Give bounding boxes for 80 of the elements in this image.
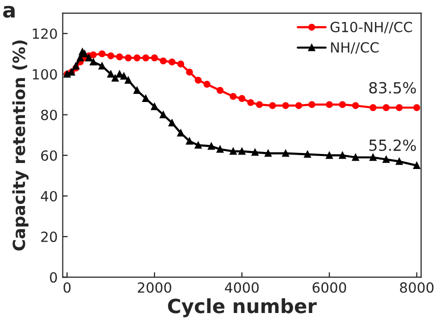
text: a: [3, 6, 15, 18]
point: [81, 50, 88, 58]
point: [338, 101, 346, 108]
x-tick-label: 2000: [138, 282, 172, 293]
point: [142, 95, 150, 102]
point: [304, 150, 311, 158]
legend-label: G10-NH//CC: [330, 22, 412, 34]
y-axis-title: Capacity retention (%): [12, 40, 29, 251]
point: [238, 95, 246, 102]
point: [282, 150, 290, 157]
point: [90, 51, 97, 58]
point: [326, 152, 333, 159]
point: [134, 54, 140, 62]
point: [186, 68, 193, 76]
point: [160, 111, 167, 118]
y-tick-label: 20: [41, 232, 57, 242]
point: [98, 50, 106, 58]
point: [151, 103, 158, 110]
point: [134, 86, 140, 94]
point: [216, 86, 224, 94]
point: [295, 102, 302, 110]
point: [396, 158, 403, 165]
point: [238, 148, 246, 155]
point: [124, 76, 132, 84]
point: [370, 154, 377, 161]
y-tick-label: 60: [41, 150, 57, 161]
point: [203, 80, 210, 88]
point: [208, 142, 215, 150]
point: [252, 148, 259, 156]
x-tick-label: 0: [64, 282, 71, 293]
point: [177, 130, 184, 136]
point: [124, 54, 132, 62]
point: [326, 101, 333, 108]
point: [396, 104, 403, 112]
x-tick-label: 8000: [400, 282, 434, 293]
point: [413, 104, 420, 112]
point: [230, 148, 237, 155]
y-tick-label: 40: [40, 190, 57, 202]
point: [107, 70, 114, 78]
point: [107, 52, 114, 60]
point: [230, 92, 237, 100]
point: [216, 146, 224, 153]
point: [269, 102, 276, 110]
point: [370, 104, 377, 112]
point: [160, 57, 167, 64]
point: [264, 150, 272, 157]
point: [168, 119, 176, 126]
x-tick-label: 4000: [224, 282, 259, 293]
point: [177, 60, 184, 68]
legend-label: NH//CC: [331, 42, 379, 54]
point: [151, 54, 158, 62]
point: [247, 99, 254, 106]
x-axis-title: Cycle number: [168, 298, 317, 318]
point: [142, 54, 150, 62]
point: [382, 104, 390, 112]
point: [186, 138, 193, 145]
point: [308, 101, 316, 108]
point: [112, 74, 119, 82]
point: [168, 58, 176, 66]
point: [413, 162, 420, 169]
point: [76, 54, 84, 62]
annotation: 55.2%: [369, 139, 416, 152]
point: [194, 76, 202, 84]
point: [256, 101, 263, 108]
y-tick-label: 100: [32, 69, 57, 80]
point: [352, 154, 360, 161]
point: [90, 58, 97, 66]
point: [282, 102, 290, 110]
point: [98, 62, 106, 70]
y-tick-label: 80: [41, 110, 57, 120]
annotation: 83.5%: [369, 82, 416, 94]
point: [382, 156, 390, 163]
y-tick-label: 0: [50, 272, 57, 283]
point: [338, 152, 346, 159]
point: [194, 142, 202, 149]
point: [352, 102, 360, 110]
point: [120, 72, 128, 80]
x-tick-label: 6000: [312, 282, 346, 293]
y-tick-label: 120: [32, 28, 57, 39]
point: [116, 53, 124, 60]
